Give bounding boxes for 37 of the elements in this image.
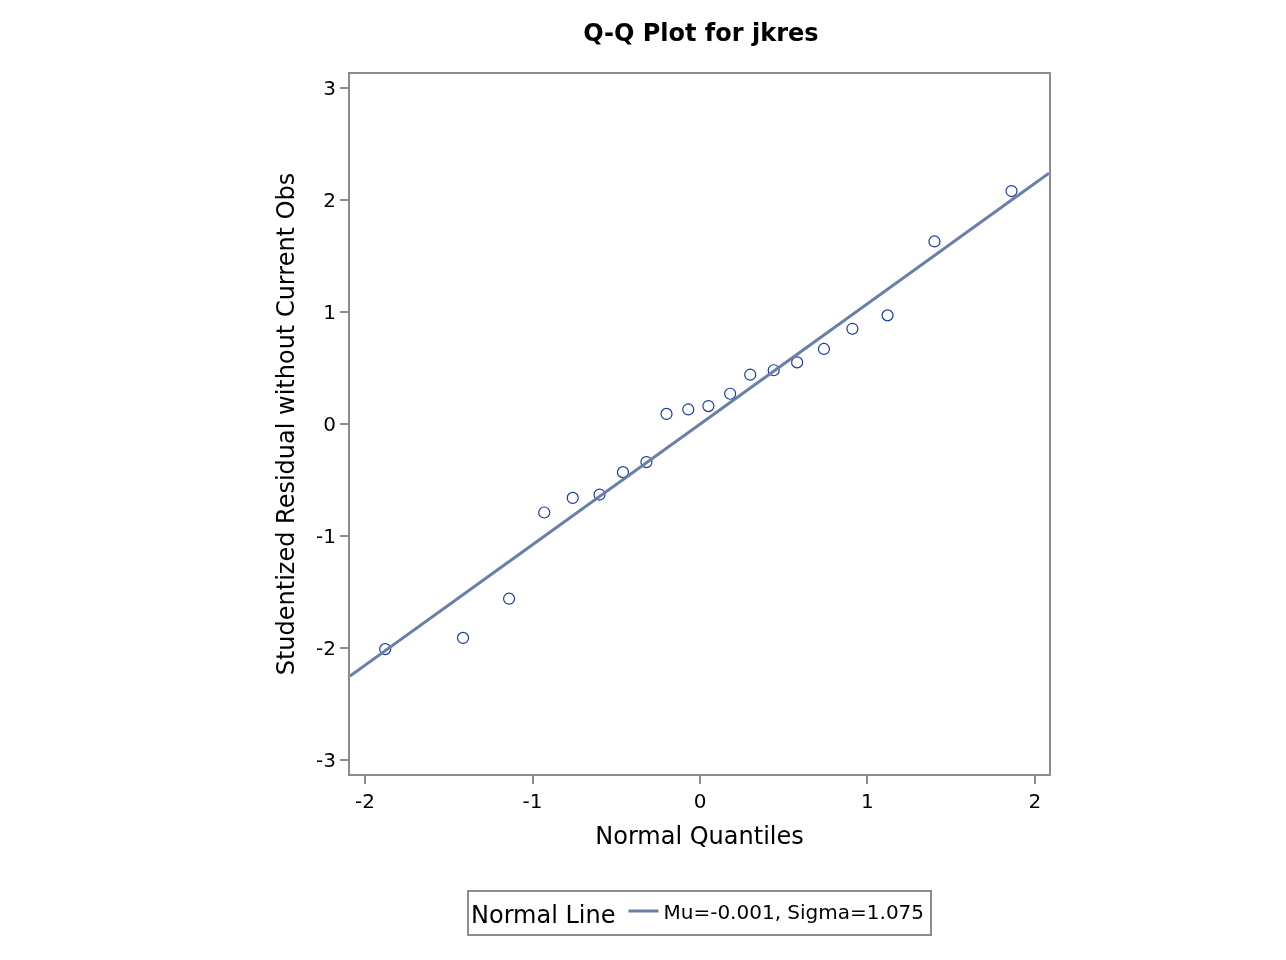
legend-title: Normal Line [471,900,616,929]
y-tick-label: -3 [316,748,336,772]
point [502,592,516,605]
point [724,387,737,400]
x-axis-title: Normal Quantiles [595,821,804,850]
y-tick-label: 1 [323,300,336,324]
point [817,342,831,356]
point [702,399,715,413]
point [1005,184,1018,198]
point [881,309,894,322]
point [566,491,579,505]
point [538,506,551,519]
x-tick-label: 0 [693,789,707,813]
point [660,407,673,421]
point [846,322,859,335]
y-tick-label: -1 [316,524,336,548]
point [456,631,470,645]
y-tick-label: 3 [323,76,336,100]
x-tick-label: -2 [355,789,376,813]
point [682,403,695,416]
point [640,455,653,469]
point [928,235,941,248]
point [744,368,757,381]
y-tick-label: -2 [316,636,336,660]
x-tick-label: 1 [861,789,874,813]
x-tick-label: -1 [522,789,543,813]
point [379,643,392,656]
point [616,466,630,479]
y-tick-label: 0 [323,412,336,436]
x-tick-label: 2 [1028,789,1042,813]
y-axis-title: Studentized Residual without Current Obs [271,172,300,676]
y-tick-label: 2 [323,188,336,212]
chart-title: Q-Q Plot for jkres [583,18,819,47]
point [593,488,606,501]
point [767,364,780,377]
legend-label: Mu=-0.001, Sigma=1.075 [663,899,925,924]
point [791,356,804,369]
